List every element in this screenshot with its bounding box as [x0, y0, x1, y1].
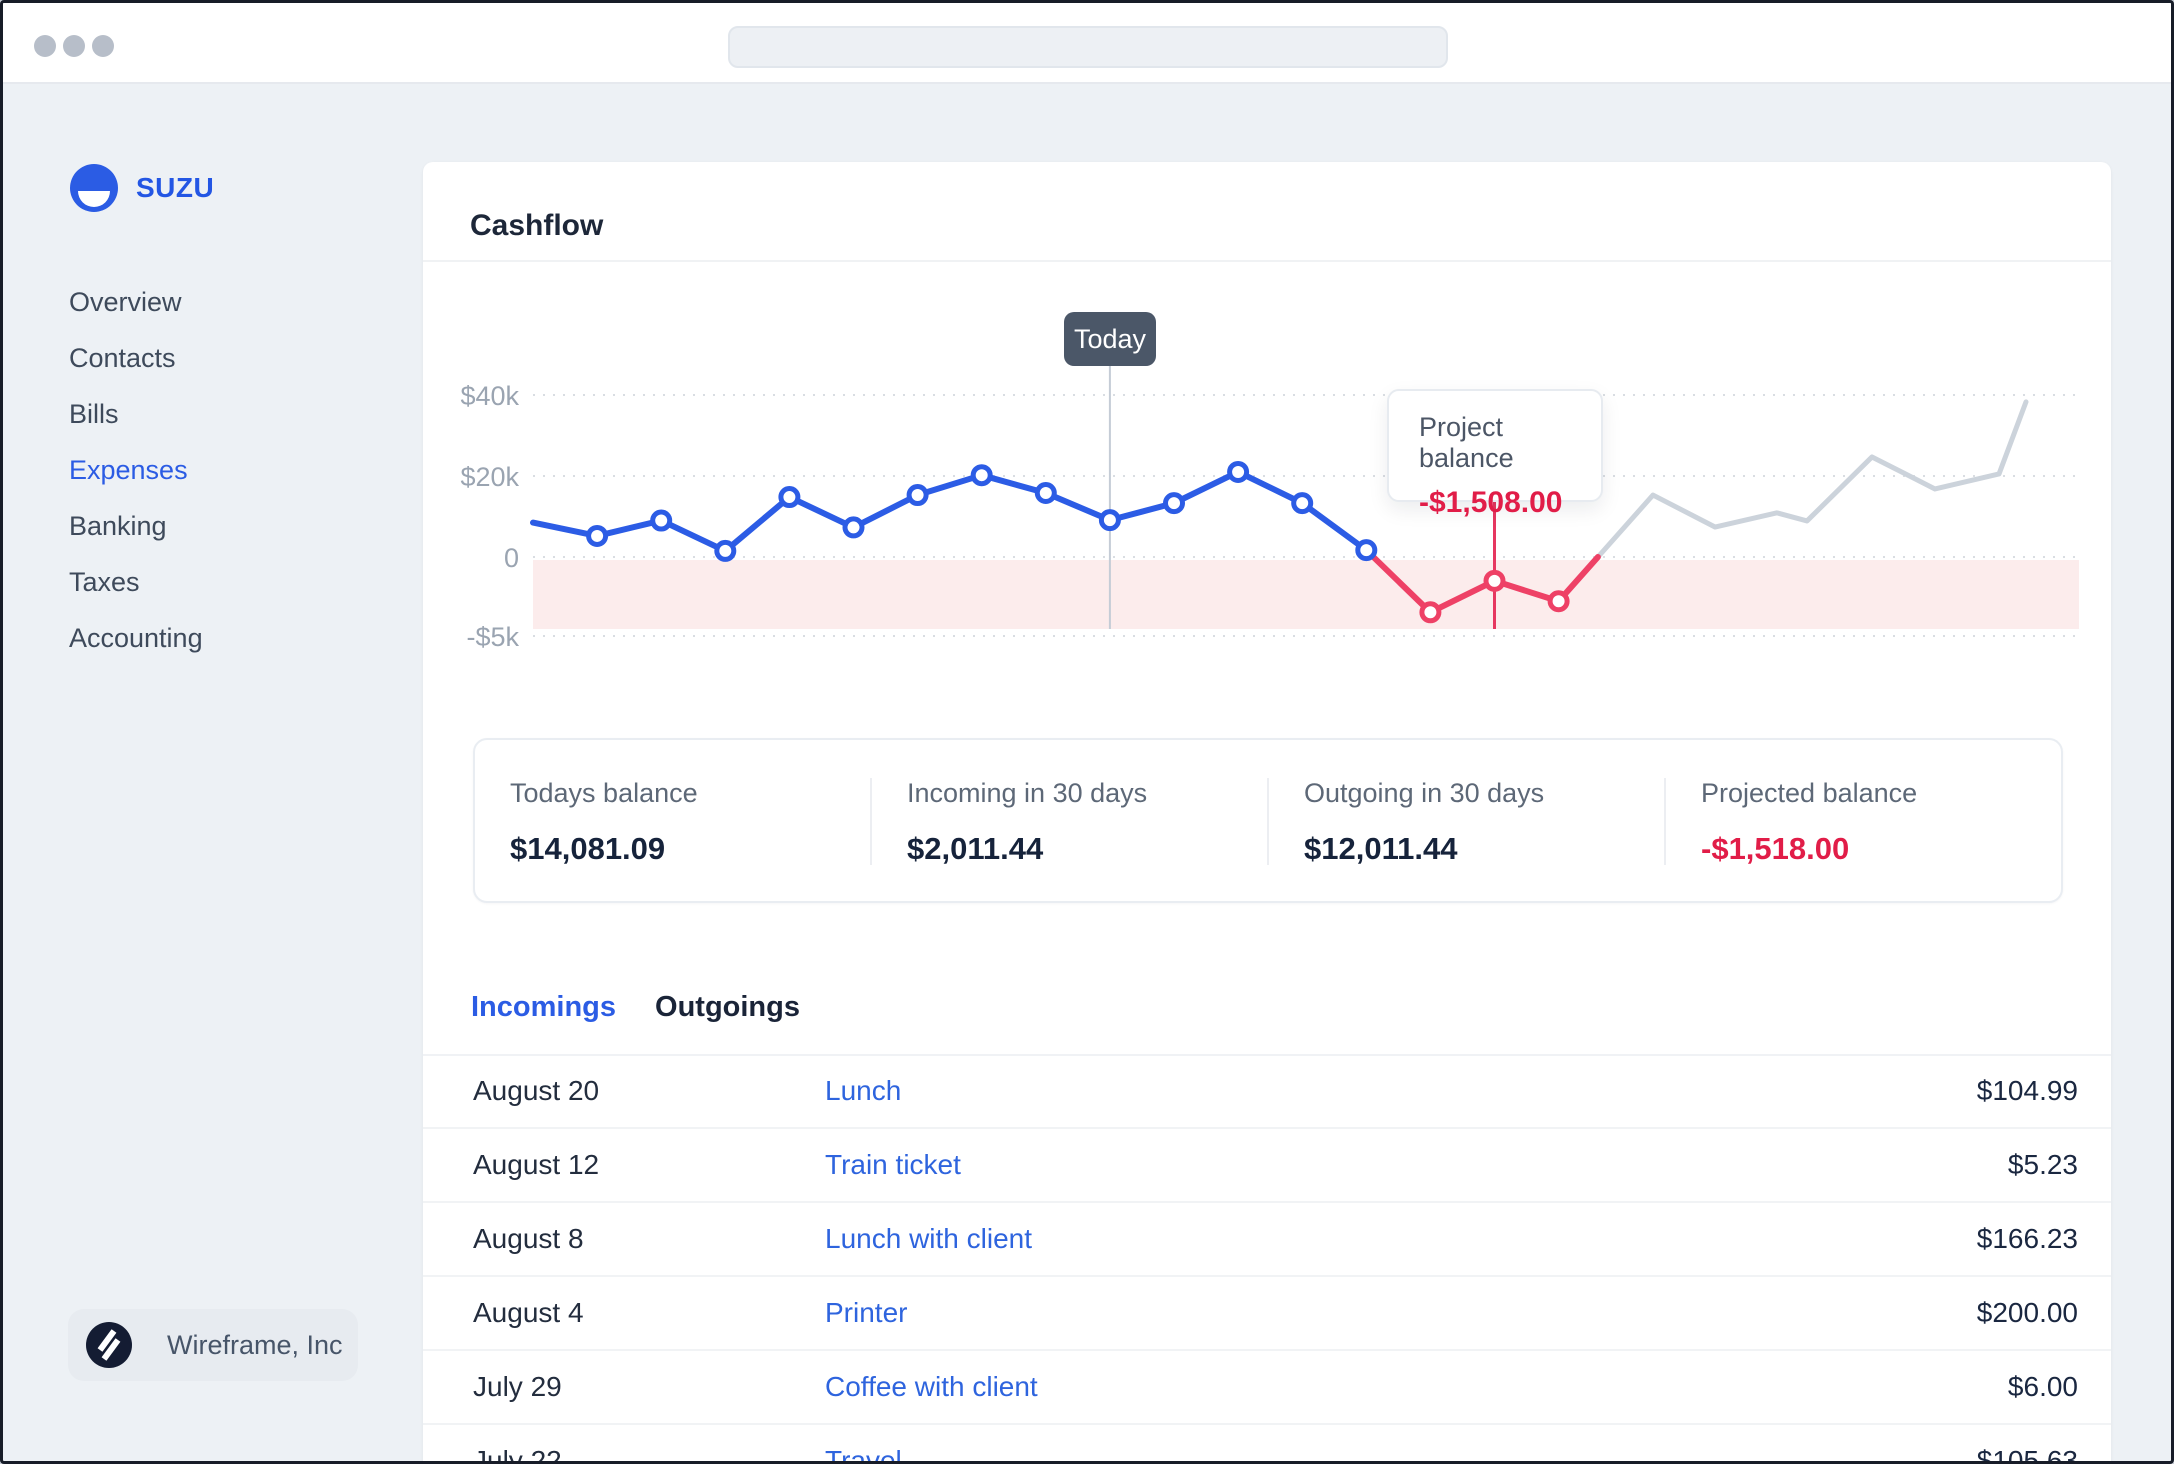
transaction-date: July 22: [473, 1445, 562, 1464]
data-point[interactable]: [1355, 539, 1378, 562]
projected-balance-tooltip: Project balance -$1,508.00: [1387, 389, 1603, 519]
tab-outgoings[interactable]: Outgoings: [655, 991, 800, 1023]
transaction-date: August 20: [473, 1075, 600, 1106]
transaction-link[interactable]: Lunch: [825, 1075, 902, 1106]
transaction-link[interactable]: Printer: [825, 1297, 908, 1328]
transaction-amount: $5.23: [2007, 1149, 2078, 1180]
tab-incomings[interactable]: Incomings: [471, 991, 617, 1023]
summary-stats: Todays balance $14,081.09 Incoming in 30 d…: [473, 738, 2063, 903]
data-point[interactable]: [1291, 492, 1314, 515]
table-row: August 4 Printer $200.00: [423, 1277, 2111, 1351]
transaction-date: July 29: [473, 1371, 562, 1402]
transaction-link[interactable]: Lunch with client: [825, 1223, 1033, 1254]
data-point[interactable]: [970, 464, 993, 487]
sidebar-item-expenses[interactable]: Expenses: [69, 455, 188, 485]
stat-outgoing-in-30-days: Outgoing in 30 days $12,011.44: [1267, 778, 1664, 866]
panel-divider: [423, 260, 2111, 262]
table-row: August 20 Lunch $104.99: [423, 1055, 2111, 1129]
transactions-table: August 20 Lunch $104.99 August 12 Train tick…: [423, 1055, 2111, 1464]
stat-value: $12,011.44: [1304, 831, 1458, 866]
url-field[interactable]: [728, 26, 1448, 68]
company-logo-icon: [86, 1322, 132, 1368]
data-point[interactable]: [1163, 492, 1185, 515]
transaction-date: August 12: [473, 1149, 600, 1180]
window-control-dot[interactable]: [63, 35, 85, 57]
data-point[interactable]: [1227, 460, 1250, 483]
today-marker: Today: [1064, 312, 1156, 366]
sidebar-item-taxes[interactable]: Taxes: [69, 567, 140, 597]
sidebar-item-banking[interactable]: Banking: [69, 511, 167, 541]
table-row: July 29 Coffee with client $6.00: [423, 1351, 2111, 1425]
negative-zone: [533, 560, 2079, 629]
transaction-link[interactable]: Coffee with client: [825, 1371, 1038, 1402]
table-row: August 8 Lunch with client $166.23: [423, 1203, 2111, 1277]
transaction-amount: $166.23: [1976, 1223, 2078, 1254]
window-control-dot[interactable]: [34, 35, 56, 57]
data-point[interactable]: [650, 509, 673, 532]
y-axis-label: $20k: [460, 462, 519, 492]
y-axis-label: -$5k: [466, 622, 519, 652]
brand: SUZU: [70, 164, 214, 212]
stat-label: Incoming in 30 days: [907, 778, 1148, 808]
data-point[interactable]: [1034, 482, 1057, 505]
table-row: August 12 Train ticket $5.23: [423, 1129, 2111, 1203]
data-point[interactable]: [714, 539, 737, 562]
sidebar-item-accounting[interactable]: Accounting: [69, 623, 203, 653]
transaction-amount: $200.00: [1976, 1297, 2078, 1328]
panel-title: Cashflow: [470, 209, 604, 242]
stat-label: Projected balance: [1701, 778, 1918, 808]
data-point[interactable]: [586, 524, 609, 547]
data-point[interactable]: [906, 484, 929, 507]
data-point[interactable]: [842, 516, 865, 539]
stat-label: Todays balance: [510, 778, 698, 808]
table-row: July 22 Travel $105.63: [423, 1425, 2111, 1464]
transaction-amount: $105.63: [1976, 1445, 2078, 1464]
stat-todays-balance: Todays balance $14,081.09: [475, 778, 870, 866]
transaction-date: August 4: [473, 1297, 584, 1328]
cashflow-chart: $40k $20k 0 -$5k: [460, 366, 2079, 652]
tooltip-title: Project balance: [1419, 412, 1514, 473]
sidebar-item-bills[interactable]: Bills: [69, 399, 119, 429]
sidebar-item-contacts[interactable]: Contacts: [69, 343, 176, 373]
brand-name: SUZU: [136, 172, 215, 203]
projected-line: [1595, 399, 2029, 560]
brand-logo-icon: [70, 164, 118, 212]
stat-value: -$1,518.00: [1701, 831, 1850, 866]
data-point[interactable]: [1098, 509, 1121, 532]
stat-incoming-in-30-days: Incoming in 30 days $2,011.44: [870, 778, 1267, 866]
stat-projected-balance: Projected balance -$1,518.00: [1664, 778, 2061, 866]
stat-label: Outgoing in 30 days: [1304, 778, 1545, 808]
company-name: Wireframe, Inc: [167, 1329, 343, 1360]
transaction-tabs: Incomings Outgoings: [471, 991, 800, 1024]
transaction-amount: $6.00: [2007, 1371, 2078, 1402]
data-point[interactable]: [778, 486, 801, 509]
company-switcher[interactable]: Wireframe, Inc: [68, 1309, 358, 1381]
transaction-date: August 8: [473, 1223, 584, 1254]
actual-line: [530, 468, 1370, 554]
transaction-link[interactable]: Travel: [825, 1445, 902, 1464]
tabs-divider: [423, 1054, 2111, 1056]
sidebar-item-overview[interactable]: Overview: [69, 287, 182, 317]
data-point-negative[interactable]: [1419, 601, 1442, 624]
data-point-negative[interactable]: [1483, 569, 1506, 592]
browser-topbar: [3, 3, 2171, 84]
stat-value: $14,081.09: [510, 831, 666, 866]
sidebar-nav: Overview Contacts Bills Expenses Banking Taxe…: [69, 274, 203, 666]
tooltip-value: -$1,508.00: [1419, 486, 1563, 519]
y-axis-label: $40k: [460, 381, 519, 411]
today-label: Today: [1073, 323, 1147, 354]
window-controls: [34, 35, 114, 57]
data-point-negative[interactable]: [1547, 590, 1570, 613]
window-control-dot[interactable]: [92, 35, 114, 57]
y-axis-label: 0: [504, 543, 519, 573]
transaction-amount: $104.99: [1976, 1075, 2078, 1106]
transaction-link[interactable]: Train ticket: [825, 1149, 961, 1180]
stat-value: $2,011.44: [907, 831, 1044, 866]
